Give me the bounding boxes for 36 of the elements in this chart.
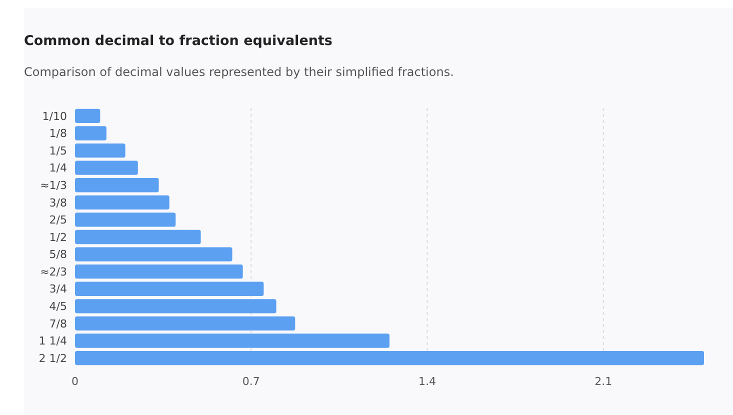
bar: [75, 230, 201, 244]
y-tick-label: 1/8: [49, 127, 67, 140]
chart-subtitle: Comparison of decimal values represented by their simplified fractions.: [24, 65, 454, 79]
bar: [75, 212, 176, 227]
bar: [75, 247, 232, 262]
y-tick-label: 7/8: [49, 317, 67, 330]
x-tick-label: 0.7: [242, 375, 260, 388]
y-tick-label: 1/5: [49, 144, 67, 158]
y-tick-label: ≈2/3: [40, 265, 67, 278]
bar: [75, 264, 243, 279]
x-tick-label: 1.4: [418, 375, 436, 388]
y-tick-label: 1/4: [49, 162, 67, 175]
y-tick-label: 2/5: [49, 214, 67, 227]
bar: [75, 126, 106, 140]
x-tick-label: 2.1: [594, 375, 612, 388]
y-tick-label: 1/10: [42, 110, 67, 123]
bar: [75, 334, 390, 348]
y-tick-label: 4/5: [49, 300, 67, 314]
bar: [75, 160, 138, 175]
y-tick-label: 3/4: [49, 282, 67, 296]
y-tick-label: 1 1/4: [38, 334, 67, 348]
bar: [75, 143, 126, 158]
bar: [75, 282, 264, 296]
y-tick-label: 1/2: [49, 230, 67, 244]
y-tick-label: 2 1/2: [38, 352, 67, 365]
bar: [75, 350, 704, 366]
bar: [75, 299, 276, 314]
chart-title: Common decimal to fraction equivalents: [24, 33, 332, 49]
y-tick-label: 5/8: [49, 248, 67, 262]
bar: [75, 316, 296, 331]
bar: [75, 108, 100, 124]
bar: [75, 178, 159, 192]
x-tick-label: 0: [72, 375, 78, 388]
bar: [75, 195, 170, 210]
y-tick-label: ≈1/3: [40, 178, 67, 192]
y-tick-label: 3/8: [49, 196, 67, 210]
